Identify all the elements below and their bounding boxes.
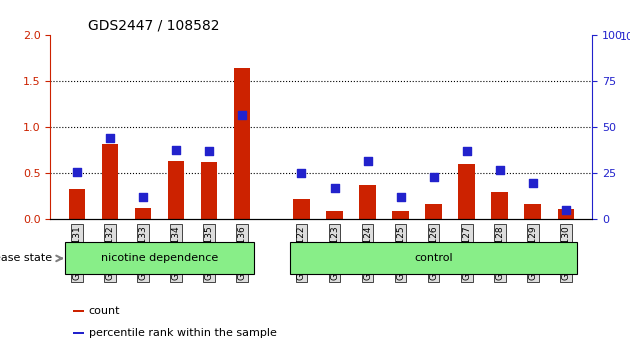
Bar — [524, 204, 541, 219]
Text: nicotine dependence: nicotine dependence — [101, 253, 218, 263]
Point — [462, 149, 472, 154]
Point — [72, 169, 82, 175]
Text: count: count — [89, 306, 120, 316]
Bar — [359, 184, 376, 219]
Point — [297, 171, 307, 176]
Point — [495, 167, 505, 173]
Bar — [425, 204, 442, 219]
Point — [329, 185, 340, 191]
Text: percentile rank within the sample: percentile rank within the sample — [89, 328, 277, 338]
Point — [362, 158, 372, 164]
Bar — [326, 211, 343, 219]
Bar — [201, 162, 217, 219]
Point — [428, 174, 438, 180]
Bar — [459, 164, 475, 219]
Bar — [101, 144, 118, 219]
Text: disease state: disease state — [0, 253, 52, 263]
Bar — [73, 310, 84, 312]
Point — [237, 112, 247, 118]
Point — [528, 180, 538, 185]
Y-axis label: 100%: 100% — [620, 32, 630, 42]
Bar — [392, 211, 409, 219]
Point — [105, 136, 115, 141]
Bar — [558, 209, 574, 219]
Bar — [168, 161, 184, 219]
Bar — [73, 332, 84, 334]
FancyBboxPatch shape — [66, 242, 253, 274]
Text: GDS2447 / 108582: GDS2447 / 108582 — [88, 19, 220, 33]
Point — [396, 195, 406, 200]
Point — [171, 147, 181, 152]
Bar — [135, 207, 151, 219]
Bar — [491, 192, 508, 219]
Point — [138, 195, 148, 200]
Bar — [293, 199, 310, 219]
FancyBboxPatch shape — [290, 242, 577, 274]
Text: control: control — [415, 253, 453, 263]
Bar — [234, 68, 250, 219]
Bar — [69, 189, 85, 219]
Point — [204, 149, 214, 154]
Point — [561, 207, 571, 213]
